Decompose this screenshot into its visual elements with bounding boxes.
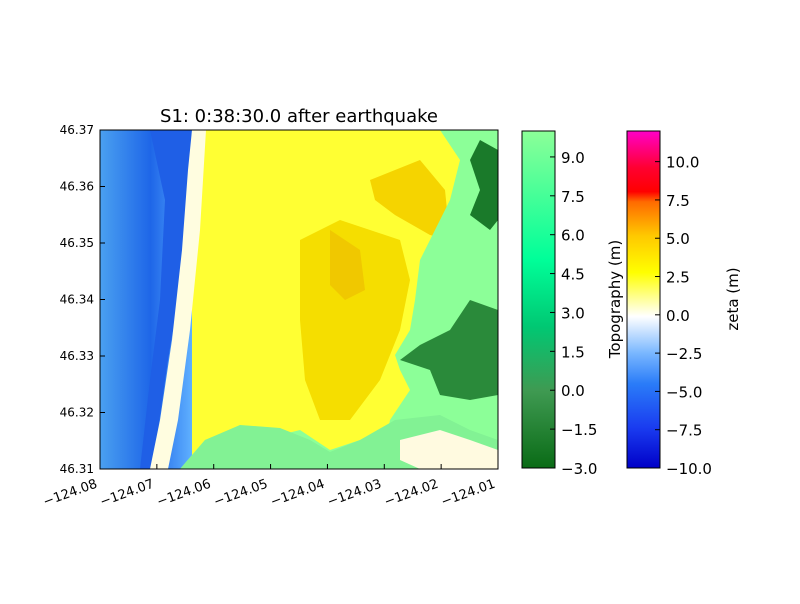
y-tick-label: 46.37: [60, 123, 94, 137]
swash-zone: [150, 130, 206, 469]
zeta-colorbar-ticks: −10.0 −7.5 −5.0 −2.5 0.0 2.5 5.0 7.5 10.0: [655, 154, 712, 478]
colorbar-tick-label: −7.5: [666, 422, 702, 440]
y-tick-label: 46.35: [60, 236, 94, 250]
land-east: [180, 130, 498, 469]
ocean-shore-strip: [140, 130, 192, 469]
x-tick-label: −124.04: [269, 477, 327, 510]
topography-colorbar-ramp: [521, 130, 556, 469]
colorbar-tick-label: 10.0: [666, 154, 699, 172]
colorbar-tick-label: 7.5: [666, 192, 690, 210]
topography-colorbar-label: Topography (m): [606, 240, 624, 359]
y-tick-label: 46.33: [60, 349, 94, 363]
colorbar-tick-label: 7.5: [561, 188, 585, 206]
y-tick-label: 46.36: [60, 180, 94, 194]
topography-colorbar: −3.0 −1.5 0.0 1.5 3.0 4.5 6.0 7.5 9.0 Topography…: [521, 130, 624, 478]
y-axis: 46.31 46.32 46.33 46.34 46.35 46.36 46.37: [60, 123, 105, 476]
y-tick-label: 46.34: [60, 293, 94, 307]
flood-deepest-zone: [330, 230, 365, 300]
forest-hills: [470, 140, 498, 230]
x-tick-label: −124.08: [41, 477, 99, 510]
colorbar-tick-label: 5.0: [666, 230, 690, 248]
topography-colorbar-ticks: −3.0 −1.5 0.0 1.5 3.0 4.5 6.0 7.5 9.0: [550, 149, 597, 478]
zeta-colorbar: −10.0 −7.5 −5.0 −2.5 0.0 2.5 5.0 7.5 10.0 zeta (…: [626, 130, 742, 478]
x-tick-label: −124.03: [326, 477, 384, 510]
colorbar-tick-label: 2.5: [666, 269, 690, 287]
chart-title: S1: 0:38:30.0 after earthquake: [160, 106, 438, 127]
x-tick-label: −124.07: [98, 477, 156, 510]
x-tick-label: −124.05: [212, 477, 270, 510]
flood-deeper-zone: [300, 220, 410, 420]
channel-flood-zone: [370, 160, 450, 240]
y-tick-label: 46.31: [60, 462, 94, 476]
colorbar-tick-label: 9.0: [561, 149, 585, 167]
zeta-colorbar-ramp: [626, 130, 661, 469]
x-tick-label: −124.01: [439, 477, 497, 510]
colorbar-tick-label: −3.0: [561, 460, 597, 478]
colorbar-tick-label: 4.5: [561, 266, 585, 284]
forest-hills-south: [400, 300, 498, 400]
colorbar-tick-label: 0.0: [666, 307, 690, 325]
tidal-flat-south: [400, 430, 498, 469]
colorbar-tick-label: −2.5: [666, 345, 702, 363]
colorbar-tick-label: 0.0: [561, 382, 585, 400]
colorbar-tick-label: 3.0: [561, 304, 585, 322]
x-axis: −124.08−124.07−124.06−124.05−124.04−124.…: [41, 464, 499, 510]
colorbar-tick-label: 6.0: [561, 227, 585, 245]
x-tick-label: −124.02: [382, 477, 440, 510]
colorbar-tick-label: 1.5: [561, 343, 585, 361]
colorbar-tick-label: −5.0: [666, 383, 702, 401]
colorbar-tick-label: −1.5: [561, 421, 597, 439]
x-tick-label: −124.06: [155, 477, 213, 510]
y-tick-label: 46.32: [60, 406, 94, 420]
zeta-colorbar-label: zeta (m): [724, 267, 742, 330]
colorbar-tick-label: −10.0: [666, 460, 712, 478]
map-field: [100, 130, 498, 469]
